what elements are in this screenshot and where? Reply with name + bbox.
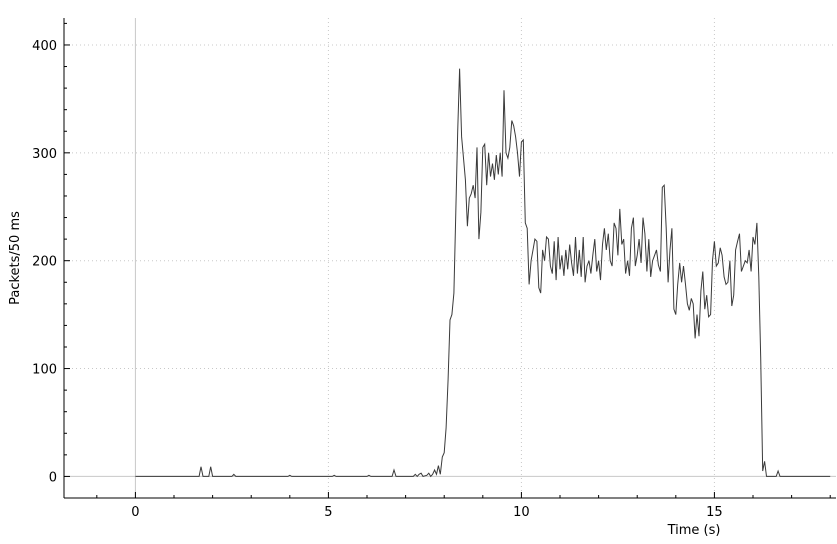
x-tick-label: 10 [513,505,530,520]
y-tick-label: 300 [32,147,57,162]
x-tick-label: 0 [131,505,139,520]
y-tick-label: 0 [49,470,57,485]
tick-labels: 0 5 10 15 0 100 200 300 400 [32,39,723,520]
x-tick-label: 15 [706,505,723,520]
series-line [135,68,831,478]
x-tick-label: 5 [324,505,332,520]
y-tick-label: 400 [32,39,57,54]
y-tick-label: 100 [32,363,57,378]
y-tick-label: 200 [32,255,57,270]
series-layer [135,68,831,478]
axes [63,18,836,499]
x-axis-title: Time (s) [667,523,721,538]
grid [64,18,836,498]
y-axis-title: Packets/50 ms [8,211,23,305]
